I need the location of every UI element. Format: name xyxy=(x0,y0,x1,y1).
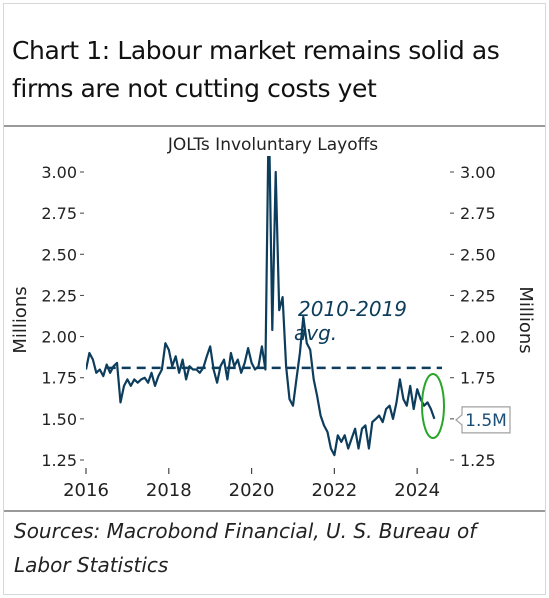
y-tick-left-label: 1.50 xyxy=(41,410,77,429)
layoffs-line-chart: JOLTs Involuntary Layoffs Millions Milli… xyxy=(10,135,536,501)
y-tick-right-label: 2.75 xyxy=(460,204,496,223)
y-axis-left: 3.00 2.75 2.50 2.25 2.00 1.75 1.50 1.25 xyxy=(41,163,84,470)
average-label-years: 2010-2019 xyxy=(298,297,407,321)
latest-value-highlight xyxy=(421,373,445,439)
y-tick-right-label: 3.00 xyxy=(460,163,496,182)
series-layoffs xyxy=(86,156,436,457)
y-tick-left-label: 2.25 xyxy=(41,286,77,305)
x-axis: 2016 2018 2020 2022 2024 xyxy=(63,468,440,501)
y-tick-right-label: 2.50 xyxy=(460,245,496,264)
sources-note: Sources: Macrobond Financial, U. S. Bure… xyxy=(14,519,477,577)
y-tick-right-label: 2.00 xyxy=(460,328,496,347)
y-tick-right-label: 1.25 xyxy=(460,451,496,470)
x-tick-label: 2016 xyxy=(63,480,109,501)
y-tick-left-label: 2.50 xyxy=(41,245,77,264)
y-tick-left-label: 2.75 xyxy=(41,204,77,223)
y-axis-label-left: Millions xyxy=(10,286,31,353)
x-tick-label: 2022 xyxy=(311,480,357,501)
y-axis-right: 3.002.752.502.252.001.751.501.25 xyxy=(450,163,496,470)
y-tick-left-label: 2.00 xyxy=(41,328,77,347)
y-tick-right-label: 2.25 xyxy=(460,286,496,305)
latest-value-callout: 1.5M xyxy=(455,406,511,434)
footer-divider xyxy=(4,510,545,512)
callout-label: 1.5M xyxy=(465,411,507,431)
series-line xyxy=(86,156,436,457)
average-reference: 2010-2019 avg. xyxy=(106,297,442,370)
y-tick-left-label: 3.00 xyxy=(41,163,77,182)
x-tick-label: 2024 xyxy=(394,480,440,501)
chart-title: JOLTs Involuntary Layoffs xyxy=(167,135,378,155)
chart-card: Chart 1: Labour market remains solid as … xyxy=(3,3,546,595)
y-tick-left-label: 1.25 xyxy=(41,451,77,470)
x-tick-label: 2018 xyxy=(146,480,192,501)
callout-box xyxy=(455,406,511,434)
y-tick-right-label: 1.75 xyxy=(460,369,496,388)
heading-divider xyxy=(4,125,545,127)
x-tick-label: 2020 xyxy=(229,480,275,501)
y-tick-left-label: 1.75 xyxy=(41,369,77,388)
chart-heading: Chart 1: Labour market remains solid as … xyxy=(12,36,500,103)
y-axis-label-right: Millions xyxy=(515,286,536,353)
